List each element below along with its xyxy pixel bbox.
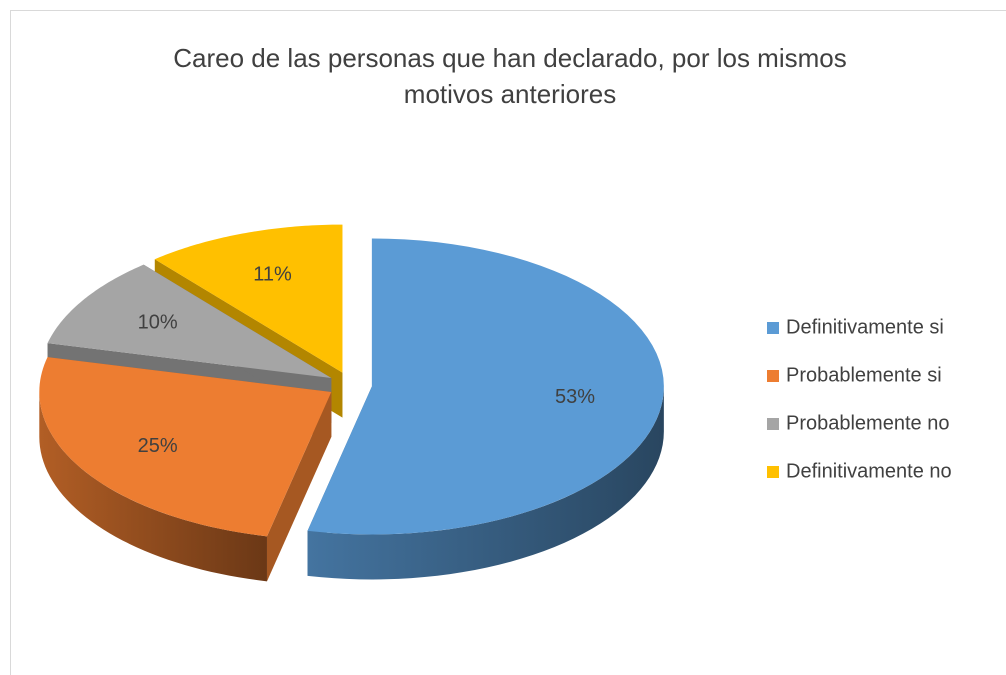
slice bbox=[154, 224, 343, 373]
data-label: 25% bbox=[138, 435, 178, 457]
legend-swatch bbox=[767, 418, 779, 430]
pie: 53% 25% 10% 11% bbox=[39, 224, 664, 582]
data-label: 53% bbox=[555, 386, 595, 408]
legend: Definitivamente si Probablemente si Probab… bbox=[767, 316, 952, 482]
legend-label: Definitivamente si bbox=[786, 316, 944, 338]
legend-swatch bbox=[767, 322, 779, 334]
legend-swatch bbox=[767, 466, 779, 478]
data-label: 10% bbox=[138, 312, 178, 334]
slice-wall bbox=[307, 386, 664, 580]
slice bbox=[47, 264, 332, 379]
chart-border bbox=[10, 10, 1006, 675]
slice bbox=[307, 238, 664, 535]
data-label: 11% bbox=[253, 264, 292, 286]
slice bbox=[39, 357, 332, 537]
legend-swatch bbox=[767, 370, 779, 382]
slice-wall bbox=[39, 391, 267, 582]
slice-side bbox=[266, 391, 332, 582]
legend-label: Probablemente si bbox=[786, 364, 942, 386]
legend-label: Definitivamente no bbox=[786, 460, 952, 482]
legend-label: Probablemente no bbox=[786, 412, 949, 434]
chart-title: Careo de las personas que han declarado,… bbox=[173, 43, 847, 109]
